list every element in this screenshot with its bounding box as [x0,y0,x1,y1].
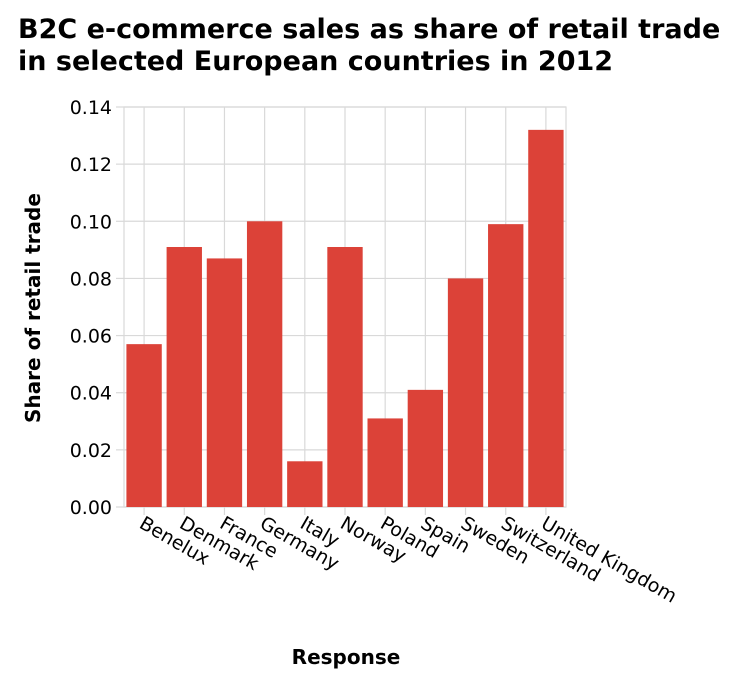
y-tick-label: 0.00 [70,497,112,519]
bar-sweden [447,278,484,507]
bar-switzerland [488,224,524,507]
bar-poland [367,418,403,507]
y-tick-label: 0.10 [70,211,112,233]
bar-germany [246,221,283,508]
y-tick-label: 0.06 [70,326,112,348]
y-tick-label: 0.02 [70,440,112,462]
x-axis-title: Response [292,645,401,669]
y-tick-label: 0.14 [70,97,112,119]
y-axis-title: Share of retail trade [21,193,45,423]
bar-denmark [166,247,202,507]
chart-title: B2C e-commerce sales as share of retail … [18,14,721,77]
y-tick-label: 0.12 [70,154,112,176]
bar-italy [287,461,323,507]
bar-spain [407,389,444,507]
y-tick-label: 0.08 [70,268,112,290]
bars [126,129,564,508]
bar-benelux [126,344,162,507]
bar-france [206,258,243,507]
y-axis-ticks: 0.00 0.02 0.04 0.06 0.08 0.10 0.12 0.14 [70,97,112,519]
x-axis-ticks: BeneluxDenmarkFranceGermanyItalyNorwayPo… [136,512,681,607]
y-tick-label: 0.04 [70,383,112,405]
bar-united-kingdom [528,129,564,507]
bar-norway [327,247,363,507]
